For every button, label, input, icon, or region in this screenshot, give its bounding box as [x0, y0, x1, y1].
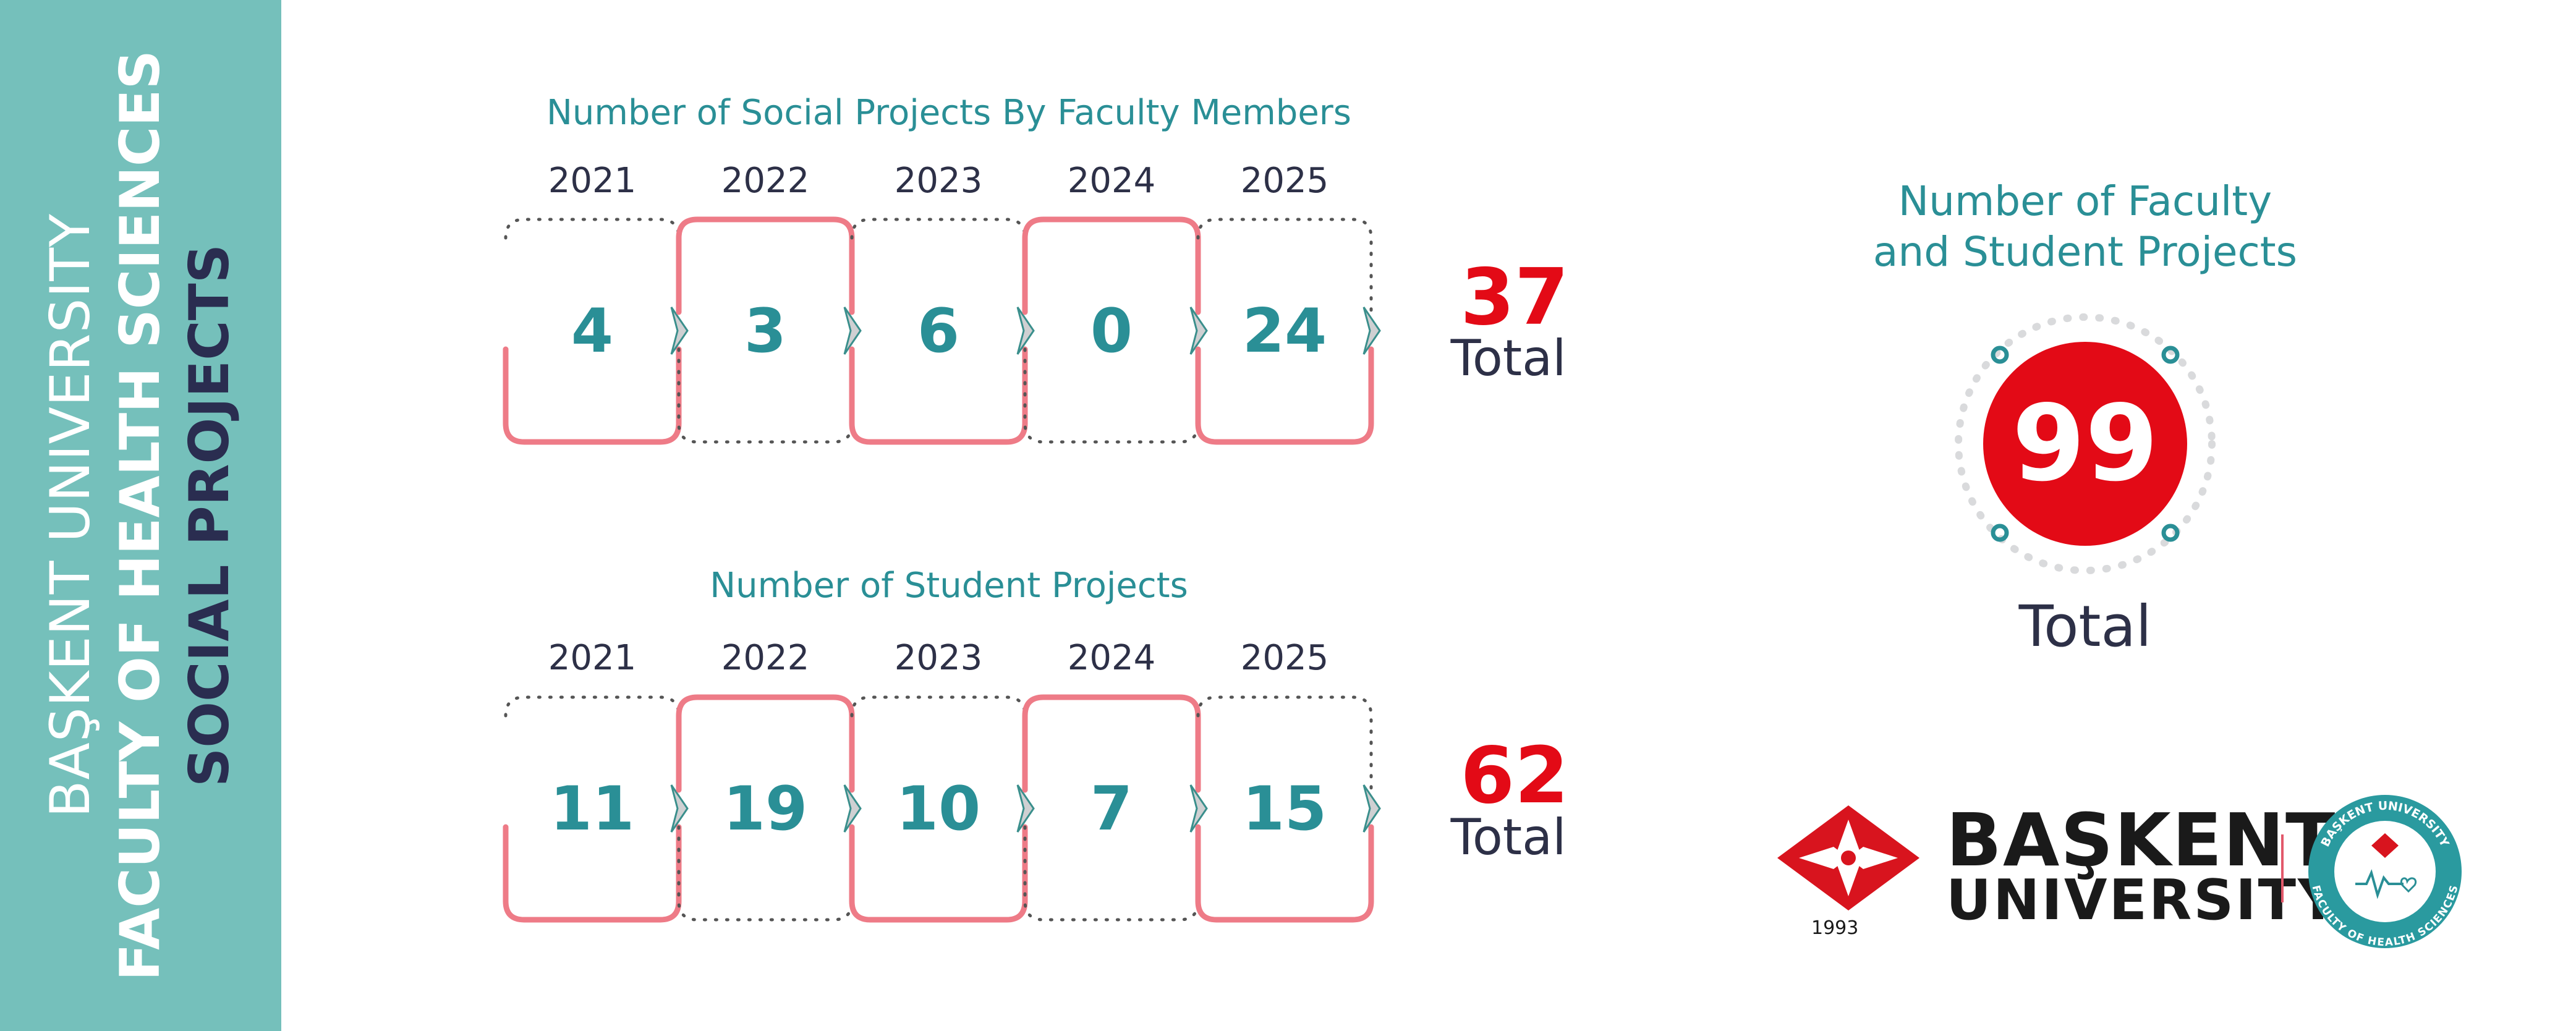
faculty-box-4 — [1195, 218, 1374, 445]
dotted-ring — [1955, 313, 2216, 574]
ring-dot-bottom-right — [2161, 524, 2180, 542]
student-chevron-0 — [670, 784, 689, 833]
faculty-box-1 — [676, 216, 855, 444]
faculty-chevron-3 — [1189, 307, 1208, 355]
student-year-2022: 2022 — [721, 638, 810, 678]
university-logo-icon — [1777, 805, 1919, 910]
faculty-year-2025: 2025 — [1240, 161, 1329, 201]
founding-year: 1993 — [1811, 917, 1859, 939]
summary-total-label: Total — [2018, 593, 2152, 660]
red-circle — [1983, 342, 2187, 546]
student-value-4: 15 — [1243, 774, 1327, 844]
faculty-chevron-1 — [843, 307, 862, 355]
faculty-value-3: 0 — [1090, 296, 1133, 367]
brand-divider — [2281, 834, 2284, 902]
summary-title: Number of Faculty and Student Projects — [1873, 176, 2297, 278]
student-year-2021: 2021 — [548, 638, 637, 678]
summary-total-badge — [1955, 313, 2216, 574]
brand-subtitle: UNIVERSITY — [1946, 868, 2340, 933]
faculty-total-number: 37 — [1460, 252, 1569, 342]
student-total-label: Total — [1450, 808, 1566, 866]
student-total-number: 62 — [1460, 730, 1569, 821]
faculty-box-3 — [1022, 216, 1201, 444]
student-year-2025: 2025 — [1240, 638, 1329, 678]
brand-name: BAŞKENT — [1946, 797, 2337, 883]
student-value-0: 11 — [550, 774, 634, 844]
student-year-2024: 2024 — [1067, 638, 1156, 678]
summary-title-line1: Number of Faculty — [1898, 177, 2272, 225]
student-value-2: 10 — [896, 774, 980, 844]
student-chevron-4 — [1362, 784, 1381, 833]
ring-dot-top-left — [1991, 346, 2009, 364]
faculty-total-label: Total — [1450, 329, 1566, 387]
student-chevron-2 — [1016, 784, 1035, 833]
faculty-chevron-0 — [670, 307, 689, 355]
faculty-seal-icon: BAŞKENT UNIVERSITY FACULTY OF HEALTH SCI… — [2308, 795, 2462, 949]
student-year-2023: 2023 — [894, 638, 983, 678]
summary-total-number: 99 — [2012, 383, 2159, 505]
faculty-value-4: 24 — [1243, 296, 1327, 367]
student-value-1: 19 — [723, 774, 807, 844]
student-box-1 — [676, 694, 855, 922]
faculty-year-2022: 2022 — [721, 161, 810, 201]
student-chevron-1 — [843, 784, 862, 833]
faculty-chevron-4 — [1362, 307, 1381, 355]
ring-dot-bottom-left — [1991, 524, 2009, 542]
student-box-4 — [1195, 695, 1374, 923]
faculty-year-2021: 2021 — [548, 161, 637, 201]
student-chevron-3 — [1189, 784, 1208, 833]
student-box-3 — [1022, 694, 1201, 922]
student-projects-title: Number of Student Projects — [710, 566, 1188, 606]
faculty-year-2023: 2023 — [894, 161, 983, 201]
student-value-3: 7 — [1090, 774, 1133, 844]
faculty-projects-title: Number of Social Projects By Faculty Mem… — [546, 93, 1351, 133]
sidebar: BAŞKENT UNIVERSITY FACULTY OF HEALTH SCI… — [0, 0, 281, 1031]
faculty-value-1: 3 — [744, 296, 786, 367]
faculty-chevron-2 — [1016, 307, 1035, 355]
faculty-value-0: 4 — [571, 296, 613, 367]
summary-title-line2: and Student Projects — [1872, 227, 2298, 276]
faculty-value-2: 6 — [917, 296, 959, 367]
ring-dot-top-right — [2161, 346, 2180, 364]
faculty-year-2024: 2024 — [1067, 161, 1156, 201]
